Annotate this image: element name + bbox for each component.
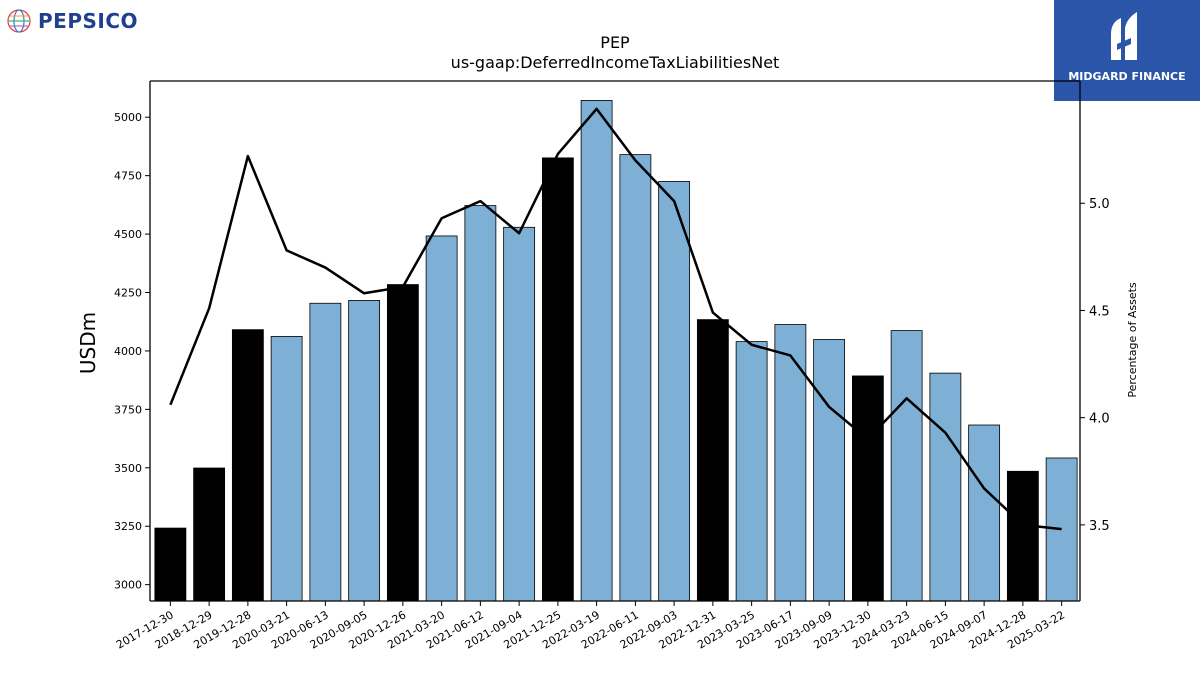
bar-quarterly	[968, 424, 1001, 602]
bar-annual	[154, 527, 187, 602]
y-tick-label: 3500	[114, 462, 142, 475]
midgard-logo-text: MIDGARD FINANCE	[1068, 70, 1186, 83]
bar-quarterly	[929, 372, 962, 602]
y-tick-label: 4500	[114, 228, 142, 241]
y-tick-label: 5000	[114, 111, 142, 124]
y2-tick-label: 3.5	[1089, 519, 1110, 534]
bar-quarterly	[503, 226, 536, 602]
bar-annual	[696, 319, 729, 602]
y-tick-label: 3750	[114, 403, 142, 416]
y-tick-label: 4750	[114, 170, 142, 183]
midgard-finance-logo: MIDGARD FINANCE	[1054, 0, 1200, 101]
bar-annual	[1006, 470, 1039, 602]
pepsico-logo: PEPSICO	[6, 8, 138, 34]
bar-quarterly	[425, 235, 458, 602]
bar-annual	[851, 375, 884, 602]
bar-quarterly	[813, 339, 846, 602]
bar-annual	[231, 329, 264, 602]
bar-annual	[541, 157, 574, 602]
bar-annual	[386, 284, 419, 602]
bar-quarterly	[619, 154, 652, 602]
y2-tick-label: 5.0	[1089, 197, 1110, 212]
pepsico-logo-text: PEPSICO	[38, 9, 139, 33]
percentage-of-assets-line	[169, 107, 1062, 531]
pepsico-globe-icon	[7, 9, 31, 33]
bar-annual	[193, 467, 226, 602]
bar-quarterly	[735, 341, 768, 602]
bar-quarterly	[270, 336, 303, 602]
bar-quarterly	[1045, 457, 1078, 602]
chart-subtitle: us-gaap:DeferredIncomeTaxLiabilitiesNet	[450, 53, 780, 72]
y-axis-label: USDm	[76, 312, 100, 374]
y2-tick-label: 4.5	[1089, 304, 1110, 319]
y2-axis-label: Percentage of Assets	[1126, 282, 1139, 398]
bar-quarterly	[580, 99, 613, 602]
midgard-emblem-icon	[1111, 12, 1137, 60]
y-tick-label: 4000	[114, 345, 142, 358]
bar-quarterly	[774, 324, 807, 602]
chart-title: PEP	[600, 33, 630, 52]
y-tick-label: 3250	[114, 520, 142, 533]
bar-quarterly	[890, 330, 923, 602]
bar-quarterly	[348, 300, 381, 602]
bar-quarterly	[464, 205, 497, 602]
y2-tick-label: 4.0	[1089, 412, 1110, 427]
bar-quarterly	[309, 302, 342, 602]
bar-quarterly	[658, 181, 691, 602]
y-tick-label: 4250	[114, 287, 142, 300]
y-tick-label: 3000	[114, 579, 142, 592]
